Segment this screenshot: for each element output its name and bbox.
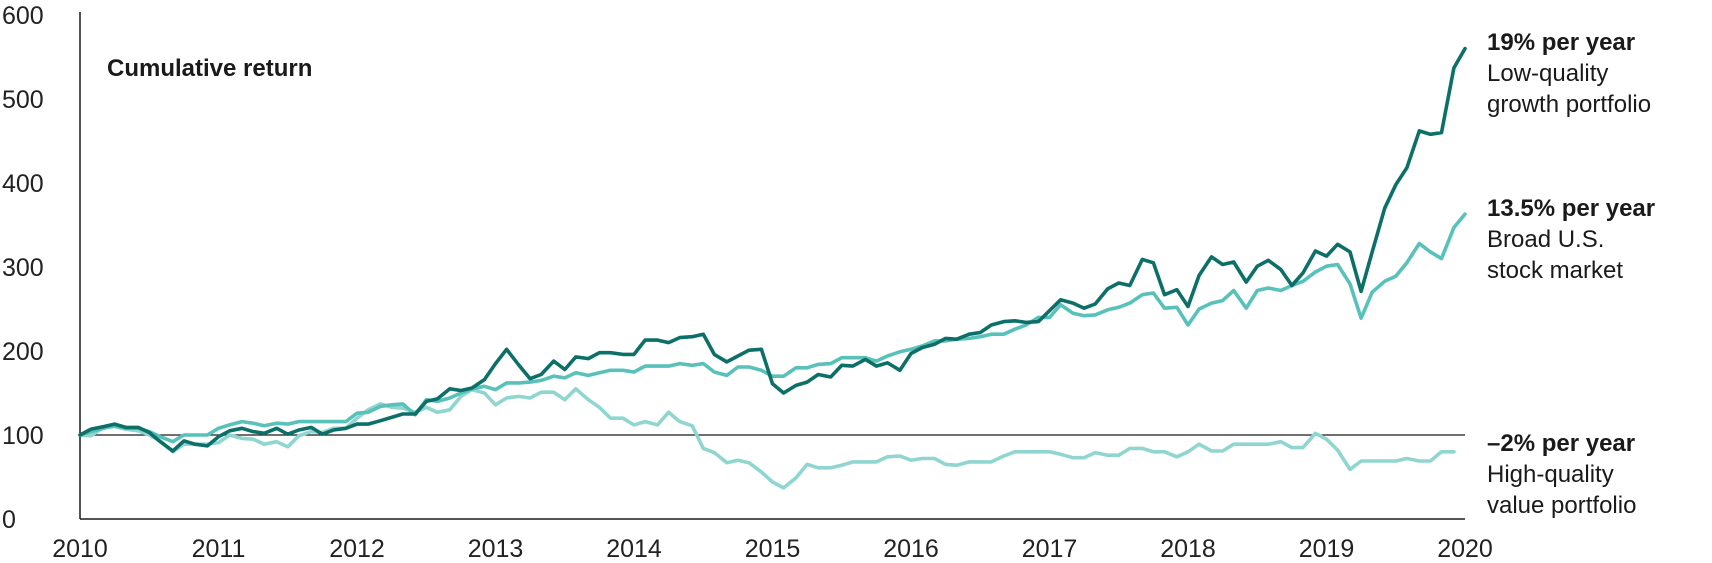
y-tick-labels: 0 100 200 300 400 500 600 — [2, 2, 44, 534]
x-tick-label: 2019 — [1299, 535, 1355, 563]
y-tick-label: 600 — [2, 2, 44, 30]
annotation-growth: 19% per year Low-quality growth portfoli… — [1487, 27, 1651, 120]
annotation-market: 13.5% per year Broad U.S. stock market — [1487, 193, 1655, 286]
y-tick-label: 200 — [2, 338, 44, 366]
y-tick-label: 0 — [2, 506, 16, 534]
annotation-value-rate: –2% per year — [1487, 430, 1636, 457]
y-tick-label: 300 — [2, 254, 44, 282]
series-lines — [78, 46, 1467, 490]
x-tick-label: 2012 — [329, 535, 385, 563]
annotation-growth-line1: Low-quality — [1487, 60, 1609, 87]
annotation-growth-rate: 19% per year — [1487, 29, 1636, 56]
series-line-0 — [78, 46, 1467, 453]
series-line-2 — [78, 386, 1456, 490]
annotation-market-line1: Broad U.S. — [1487, 226, 1605, 253]
annotation-market-line2: stock market — [1487, 257, 1624, 284]
x-tick-label: 2020 — [1437, 535, 1493, 563]
y-tick-label: 400 — [2, 170, 44, 198]
x-tick-label: 2016 — [883, 535, 939, 563]
x-tick-label: 2015 — [745, 535, 801, 563]
x-tick-label: 2018 — [1160, 535, 1216, 563]
x-tick-label: 2013 — [468, 535, 524, 563]
annotation-value: –2% per year High-quality value portfoli… — [1487, 428, 1636, 521]
x-tick-labels: 2010 2011 2012 2013 2014 2015 2016 2017 2018 2019… — [52, 535, 1493, 563]
x-tick-label: 2014 — [606, 535, 662, 563]
annotation-growth-line2: growth portfolio — [1487, 91, 1652, 118]
y-tick-label: 100 — [2, 422, 44, 450]
annotation-value-line1: High-quality — [1487, 461, 1614, 488]
series-line-1 — [78, 212, 1467, 444]
y-tick-label: 500 — [2, 86, 44, 114]
x-tick-label: 2011 — [192, 535, 246, 563]
x-tick-label: 2017 — [1022, 535, 1078, 563]
annotation-market-rate: 13.5% per year — [1487, 195, 1656, 222]
x-tick-label: 2010 — [52, 535, 108, 563]
annotation-value-line2: value portfolio — [1487, 492, 1637, 519]
chart-title: Cumulative return — [107, 55, 312, 82]
